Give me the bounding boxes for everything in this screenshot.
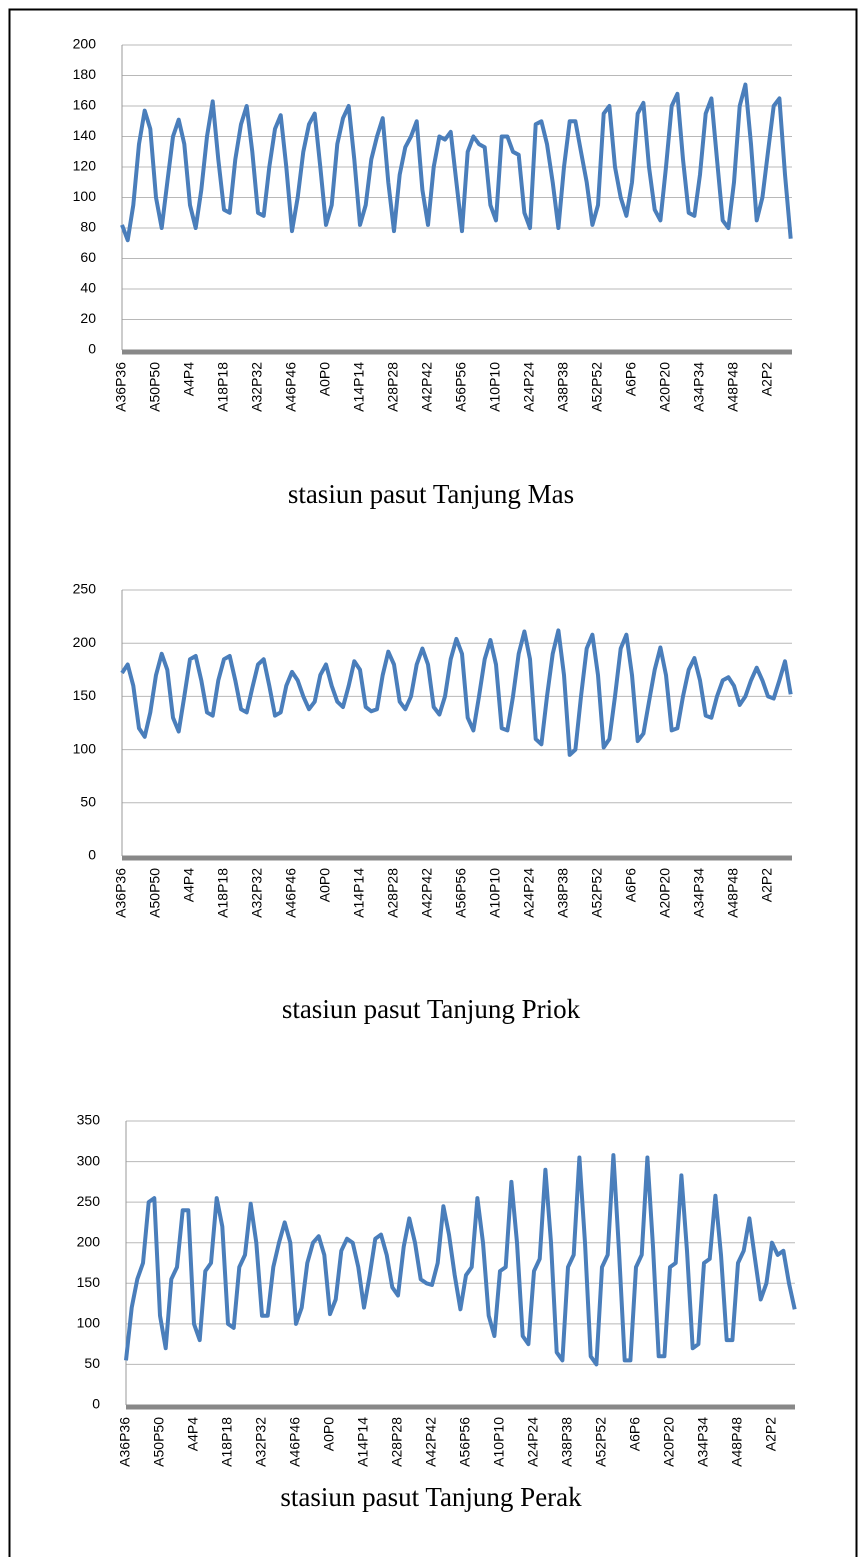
y-tick-label: 80	[80, 219, 96, 235]
x-tick-label: A38P38	[559, 1417, 575, 1467]
x-tick-label: A34P34	[691, 362, 707, 412]
x-tick-label: A10P10	[487, 362, 503, 412]
x-tick-label: A24P24	[521, 868, 537, 918]
data-line	[124, 1153, 797, 1367]
x-tick-label: A36P36	[113, 362, 129, 412]
x-tick-label: A20P20	[661, 1417, 677, 1467]
y-tick-label: 250	[73, 581, 97, 597]
x-tick-label: A38P38	[555, 868, 571, 918]
chart-title: stasiun pasut Tanjung Perak	[280, 1482, 582, 1512]
x-tick-label: A56P56	[453, 362, 469, 412]
x-tick-label: A10P10	[487, 868, 503, 918]
x-tick-label: A28P28	[385, 362, 401, 412]
x-tick-label: A2P2	[759, 362, 775, 396]
y-tick-label: 150	[73, 687, 97, 703]
x-tick-label: A34P34	[695, 1417, 711, 1467]
x-tick-label: A42P42	[419, 868, 435, 918]
x-tick-label: A14P14	[355, 1417, 371, 1467]
x-tick-label: A28P28	[389, 1417, 405, 1467]
x-tick-label: A18P18	[215, 362, 231, 412]
y-tick-label: 250	[77, 1193, 101, 1209]
y-tick-label: 60	[80, 249, 96, 265]
x-tick-label: A18P18	[215, 868, 231, 918]
x-tick-label: A32P32	[249, 868, 265, 918]
y-tick-label: 40	[80, 280, 96, 296]
x-tick-label: A18P18	[219, 1417, 235, 1467]
y-tick-label: 100	[73, 188, 97, 204]
x-tick-label: A48P48	[725, 868, 741, 918]
x-tick-label: A20P20	[657, 362, 673, 412]
x-tick-label: A4P4	[181, 362, 197, 396]
frame	[8, 8, 858, 1557]
x-tick-label: A46P46	[287, 1417, 303, 1467]
y-tick-label: 200	[73, 36, 97, 52]
x-tick-label: A6P6	[627, 1417, 643, 1451]
y-tick-label: 200	[73, 634, 97, 650]
data-line	[120, 82, 793, 243]
x-tick-label: A36P36	[113, 868, 129, 918]
x-tick-label: A0P0	[317, 868, 333, 902]
x-tick-label: A32P32	[249, 362, 265, 412]
x-tick-label: A50P50	[147, 362, 163, 412]
x-tick-label: A50P50	[147, 868, 163, 918]
x-tick-label: A10P10	[491, 1417, 507, 1467]
x-tick-label: A56P56	[457, 1417, 473, 1467]
x-tick-label: A2P2	[759, 868, 775, 902]
x-tick-label: A24P24	[525, 1417, 541, 1467]
y-tick-label: 150	[77, 1274, 101, 1290]
y-tick-label: 50	[84, 1355, 100, 1371]
x-tick-label: A14P14	[351, 868, 367, 918]
y-tick-label: 140	[73, 127, 97, 143]
x-tick-label: A52P52	[589, 362, 605, 412]
y-tick-label: 50	[80, 794, 96, 810]
x-tick-label: A38P38	[555, 362, 571, 412]
y-tick-label: 20	[80, 310, 96, 326]
x-tick-label: A24P24	[521, 362, 537, 412]
y-tick-label: 0	[88, 341, 96, 357]
x-tick-label: A0P0	[317, 362, 333, 396]
x-tick-label: A36P36	[117, 1417, 133, 1467]
y-tick-label: 300	[77, 1152, 101, 1168]
x-tick-label: A42P42	[423, 1417, 439, 1467]
x-tick-label: A42P42	[419, 362, 435, 412]
x-tick-label: A6P6	[623, 362, 639, 396]
x-tick-label: A4P4	[185, 1417, 201, 1451]
x-tick-label: A52P52	[589, 868, 605, 918]
x-tick-label: A56P56	[453, 868, 469, 918]
chart-title: stasiun pasut Tanjung Priok	[282, 994, 581, 1024]
chart-title: stasiun pasut Tanjung Mas	[288, 479, 574, 509]
x-tick-label: A46P46	[283, 362, 299, 412]
x-tick-label: A48P48	[725, 362, 741, 412]
x-tick-label: A14P14	[351, 362, 367, 412]
x-tick-label: A20P20	[657, 868, 673, 918]
x-tick-label: A4P4	[181, 868, 197, 902]
x-tick-label: A32P32	[253, 1417, 269, 1467]
x-tick-label: A28P28	[385, 868, 401, 918]
y-tick-label: 160	[73, 97, 97, 113]
y-tick-label: 350	[77, 1112, 101, 1128]
x-tick-label: A34P34	[691, 868, 707, 918]
y-tick-label: 200	[77, 1233, 101, 1249]
y-tick-label: 100	[77, 1315, 101, 1331]
x-tick-label: A2P2	[763, 1417, 779, 1451]
y-tick-label: 0	[88, 847, 96, 863]
y-tick-label: 180	[73, 66, 97, 82]
x-tick-label: A48P48	[729, 1417, 745, 1467]
x-tick-label: A0P0	[321, 1417, 337, 1451]
x-tick-label: A6P6	[623, 868, 639, 902]
y-tick-label: 100	[73, 740, 97, 756]
x-tick-label: A52P52	[593, 1417, 609, 1467]
x-tick-label: A46P46	[283, 868, 299, 918]
data-line	[120, 628, 793, 757]
x-tick-label: A50P50	[151, 1417, 167, 1467]
y-tick-label: 120	[73, 158, 97, 174]
y-tick-label: 0	[92, 1396, 100, 1412]
